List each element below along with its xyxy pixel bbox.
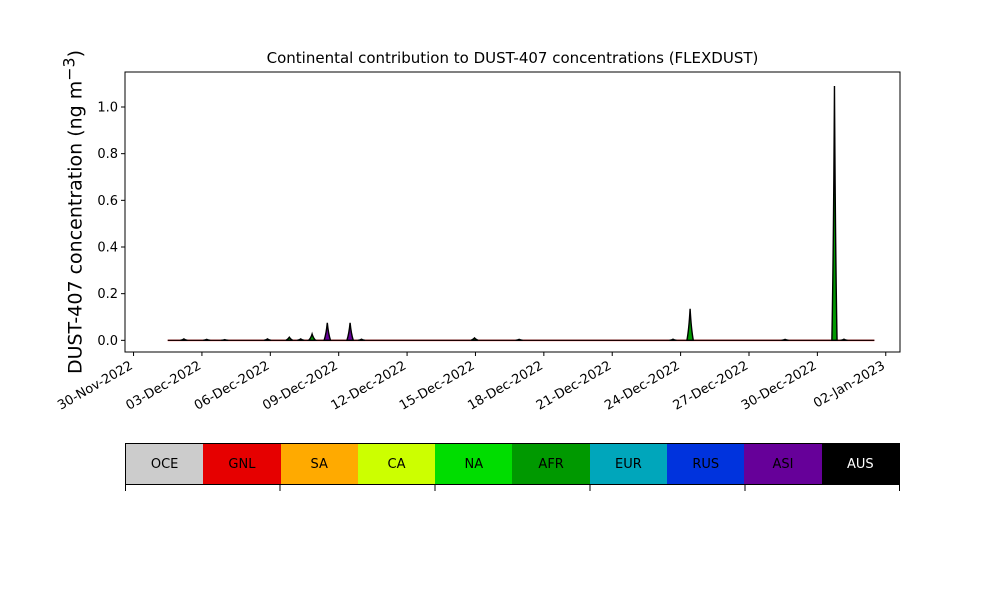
y-axis-ticks: 0.0 0.2 0.4 0.6 0.8 1.0: [97, 101, 125, 349]
concentration-peak: [686, 308, 695, 342]
legend-colorbar-ticks: [125, 485, 900, 491]
y-tick-label: 0.0: [97, 334, 118, 349]
x-tick-label: 03-Dec-2022: [124, 358, 204, 413]
y-tick-label: 0.4: [97, 241, 118, 256]
x-tick-label: 30-Nov-2022: [55, 358, 135, 413]
x-tick-label: 02-Jan-2023: [811, 358, 888, 411]
x-tick-label: 24-Dec-2022: [602, 358, 682, 413]
legend-cell-ca: CA: [357, 444, 436, 484]
data-layer: [167, 85, 875, 342]
x-tick-label: 06-Dec-2022: [192, 358, 272, 413]
concentration-peak: [306, 331, 318, 342]
x-axis-ticks: 30-Nov-202203-Dec-202206-Dec-202209-Dec-…: [55, 352, 888, 414]
x-tick-label: 21-Dec-2022: [534, 358, 614, 413]
y-tick-label: 0.2: [97, 287, 118, 302]
legend-cell-afr: AFR: [512, 444, 590, 484]
x-tick-label: 09-Dec-2022: [260, 358, 340, 413]
x-tick-label: 18-Dec-2022: [465, 358, 545, 413]
y-tick-label: 0.6: [97, 194, 118, 209]
legend-colorbar: OCE GNL SA CA NA AFR EUR RUS ASI AUS: [125, 443, 900, 485]
x-tick-label: 12-Dec-2022: [329, 358, 409, 413]
axes-frame: [124, 71, 901, 353]
legend-cell-rus: RUS: [667, 444, 745, 484]
legend-cell-sa: SA: [280, 444, 358, 484]
concentration-peak: [831, 85, 838, 342]
chart-title: Continental contribution to DUST-407 con…: [266, 49, 759, 67]
legend-cell-na: NA: [435, 444, 513, 484]
legend-cell-gnl: GNL: [203, 444, 281, 484]
legend-cell-oce: OCE: [126, 444, 204, 484]
concentration-peak: [323, 322, 332, 342]
concentration-peak: [345, 322, 355, 342]
x-tick-label: 27-Dec-2022: [671, 358, 751, 413]
legend-cell-eur: EUR: [589, 444, 668, 484]
legend-cell-aus: AUS: [821, 444, 899, 484]
x-tick-label: 30-Dec-2022: [739, 358, 819, 413]
legend-cell-asi: ASI: [744, 444, 822, 484]
y-tick-label: 0.8: [97, 147, 118, 162]
x-tick-label: 15-Dec-2022: [397, 358, 477, 413]
y-tick-label: 1.0: [97, 101, 118, 116]
